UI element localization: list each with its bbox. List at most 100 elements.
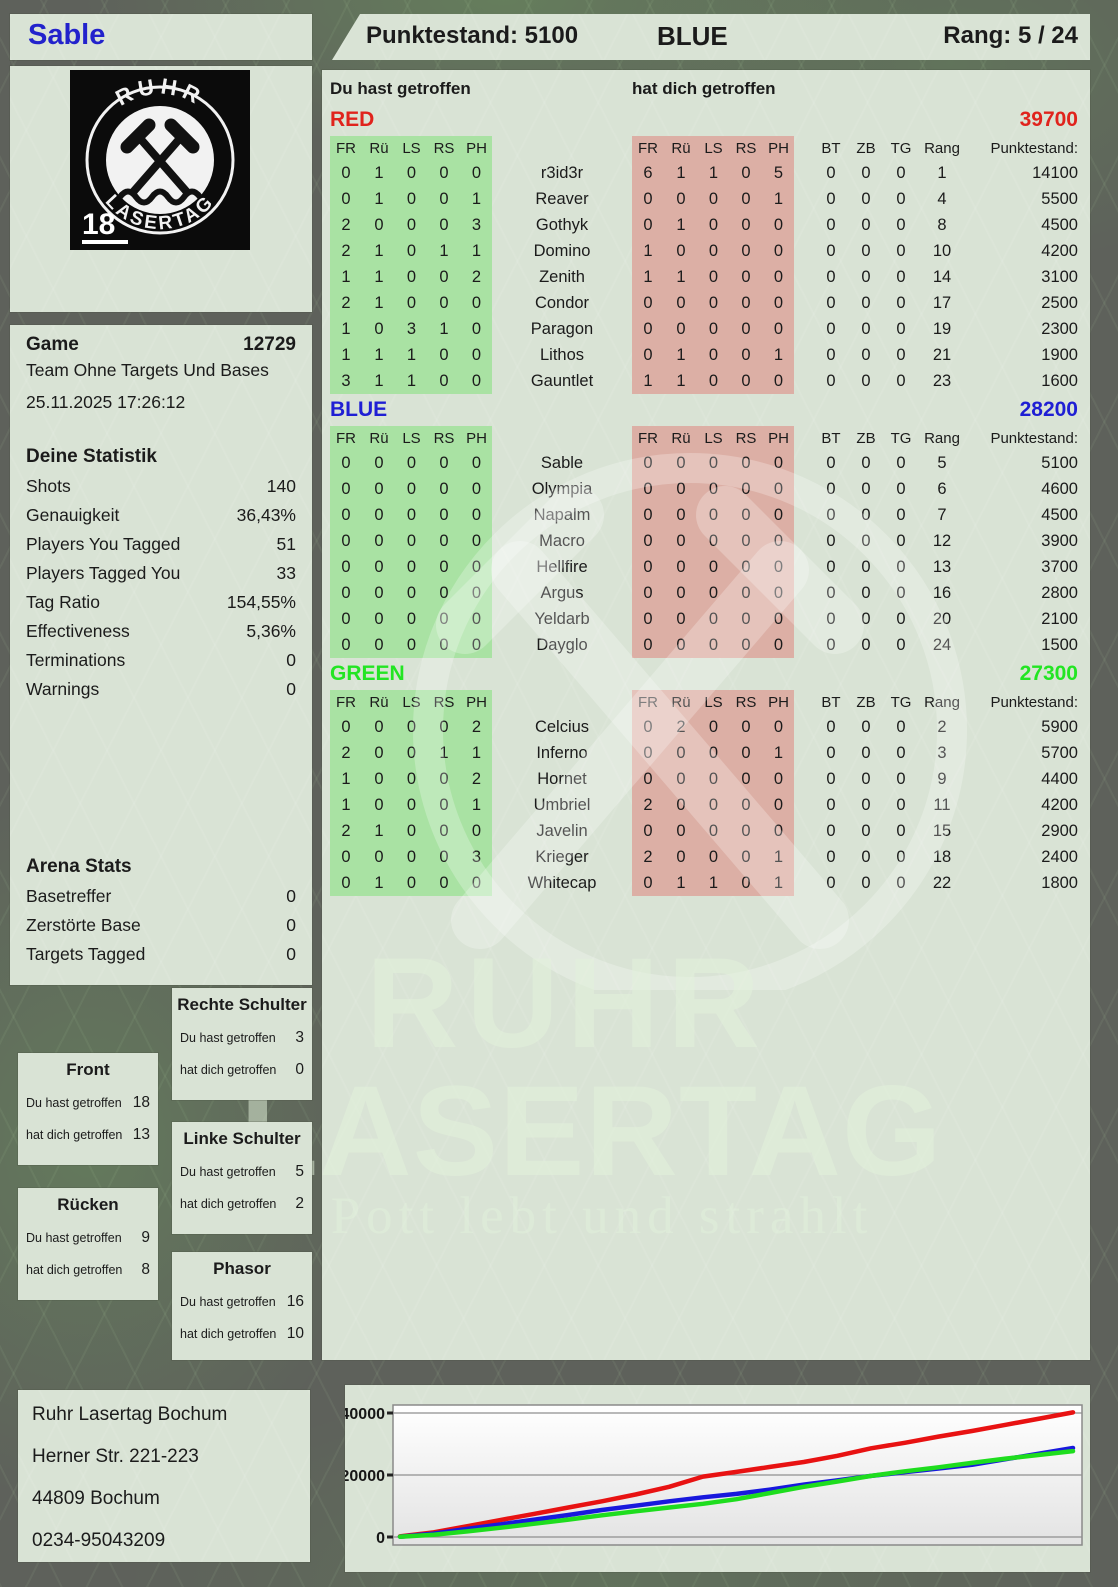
you-hit-cell: 0: [461, 450, 492, 476]
rank-cell: 4: [937, 189, 947, 208]
you-hit-cell: 0: [330, 186, 362, 212]
you-hit-cell: 0: [396, 160, 427, 186]
you-hit-cell: 1: [396, 368, 427, 394]
you-hit-cell: 0: [427, 528, 461, 554]
you-hit-cell: 0: [330, 528, 362, 554]
column-header: BT: [821, 693, 841, 711]
they-hit-caption: hat dich getroffen: [632, 79, 776, 98]
hit-zone-them-value: 8: [141, 1261, 150, 1278]
y-tick-label: 0: [376, 1530, 385, 1547]
them-hit-cell: 0: [698, 818, 729, 844]
spacer: [794, 690, 814, 714]
you-hit-cell: 0: [427, 502, 461, 528]
you-hit-cell: 0: [427, 160, 461, 186]
them-hit-cell: 0: [763, 316, 794, 342]
arena-cell: 0: [861, 505, 871, 524]
column-header: RS: [427, 136, 461, 160]
arena-cell: 0: [861, 847, 871, 866]
arena-cell: 0: [826, 717, 836, 736]
you-hit-cell: 2: [461, 264, 492, 290]
you-hit-cell: 0: [330, 476, 362, 502]
arena-cell: 0: [896, 873, 906, 892]
player-name-cell: Celcius: [534, 717, 590, 736]
column-header: PH: [461, 690, 492, 714]
you-hit-cell: 1: [461, 238, 492, 264]
you-hit-cell: 0: [396, 502, 427, 528]
arena-cell: 0: [896, 717, 906, 736]
table-row: 0 0 0 0 0 Dayglo 0 0 0 0 0 0 0 0 24 1500: [330, 632, 1080, 658]
them-hit-cell: 0: [729, 342, 763, 368]
logo-panel: RUHR LASERTAG 18: [10, 66, 312, 312]
column-header: Punktestand:: [990, 693, 1078, 711]
column-header: ZB: [856, 693, 876, 711]
arena-cell: 0: [896, 241, 906, 260]
arena-cell: 0: [896, 635, 906, 654]
hit-zone-them-row: hat dich getroffen 8: [18, 1261, 158, 1279]
you-hit-cell: 0: [330, 844, 362, 870]
rank-cell: 10: [932, 241, 952, 260]
them-hit-cell: 0: [698, 238, 729, 264]
stat-value: 0: [286, 679, 296, 699]
column-header: LS: [396, 426, 427, 450]
you-hit-cell: 1: [362, 818, 396, 844]
you-hit-cell: 0: [396, 476, 427, 502]
stat-row: Terminations 0: [26, 650, 296, 679]
column-header: Rang: [924, 139, 960, 157]
them-hit-cell: 1: [632, 264, 664, 290]
them-hit-cell: 0: [763, 502, 794, 528]
column-header: RS: [427, 690, 461, 714]
column-header: FR: [330, 426, 362, 450]
you-hit-cell: 1: [427, 740, 461, 766]
venue-street: Herner Str. 221-223: [32, 1446, 199, 1467]
table-row: 0 0 0 0 3 Krieger 2 0 0 0 1 0 0 0 18 2400: [330, 844, 1080, 870]
rank-cell: 1: [937, 163, 947, 182]
you-hit-cell: 1: [461, 792, 492, 818]
them-hit-cell: 0: [664, 554, 698, 580]
rank-cell: 3: [937, 743, 947, 762]
rank-cell: 2: [937, 717, 947, 736]
table-row: 2 0 0 0 3 Gothyk 0 1 0 0 0 0 0 0 8 4500: [330, 212, 1080, 238]
arena-cell: 0: [861, 873, 871, 892]
table-row: 0 0 0 0 0 Olympia 0 0 0 0 0 0 0 0 6 4600: [330, 476, 1080, 502]
arena-cell: 0: [826, 241, 836, 260]
stat-row: Basetreffer 0: [26, 886, 296, 915]
chart-series-GREEN: [397, 1448, 1076, 1539]
stat-label: Basetreffer: [26, 886, 112, 906]
hit-zone-you-value: 16: [286, 1293, 304, 1310]
you-hit-cell: 1: [362, 264, 396, 290]
you-hit-cell: 2: [330, 238, 362, 264]
them-hit-cell: 0: [763, 714, 794, 740]
arena-cell: 0: [896, 557, 906, 576]
player-name-cell: Inferno: [536, 743, 588, 762]
you-hit-cell: 0: [330, 554, 362, 580]
you-hit-cell: 0: [362, 528, 396, 554]
player-name-cell: Hornet: [537, 769, 587, 788]
rank-cell: 18: [932, 847, 952, 866]
spacer: [492, 426, 632, 450]
table-row: 1 0 0 0 1 Umbriel 2 0 0 0 0 0 0 0 11 4200: [330, 792, 1080, 818]
score-cell: 5700: [1041, 743, 1078, 762]
them-hit-cell: 6: [632, 160, 664, 186]
you-hit-cell: 1: [362, 342, 396, 368]
arena-cell: 0: [896, 505, 906, 524]
arena-cell: 0: [896, 189, 906, 208]
column-header: FR: [330, 690, 362, 714]
you-hit-cell: 1: [330, 792, 362, 818]
spacer: [794, 580, 814, 606]
them-hit-cell: 0: [729, 450, 763, 476]
arena-cell: 0: [826, 795, 836, 814]
them-hit-cell: 2: [632, 792, 664, 818]
spacer: [794, 238, 814, 264]
you-hit-cell: 1: [427, 316, 461, 342]
arena-cell: 0: [896, 319, 906, 338]
score-cell: 1600: [1041, 371, 1078, 390]
stat-label: Players You Tagged: [26, 534, 181, 554]
player-name-cell: Zenith: [539, 267, 585, 286]
arena-cell: 0: [826, 293, 836, 312]
rank-cell: 16: [932, 583, 952, 602]
arena-cell: 0: [896, 769, 906, 788]
them-hit-cell: 0: [729, 238, 763, 264]
you-hit-cell: 0: [362, 606, 396, 632]
chart-series-RED: [397, 1410, 1076, 1539]
